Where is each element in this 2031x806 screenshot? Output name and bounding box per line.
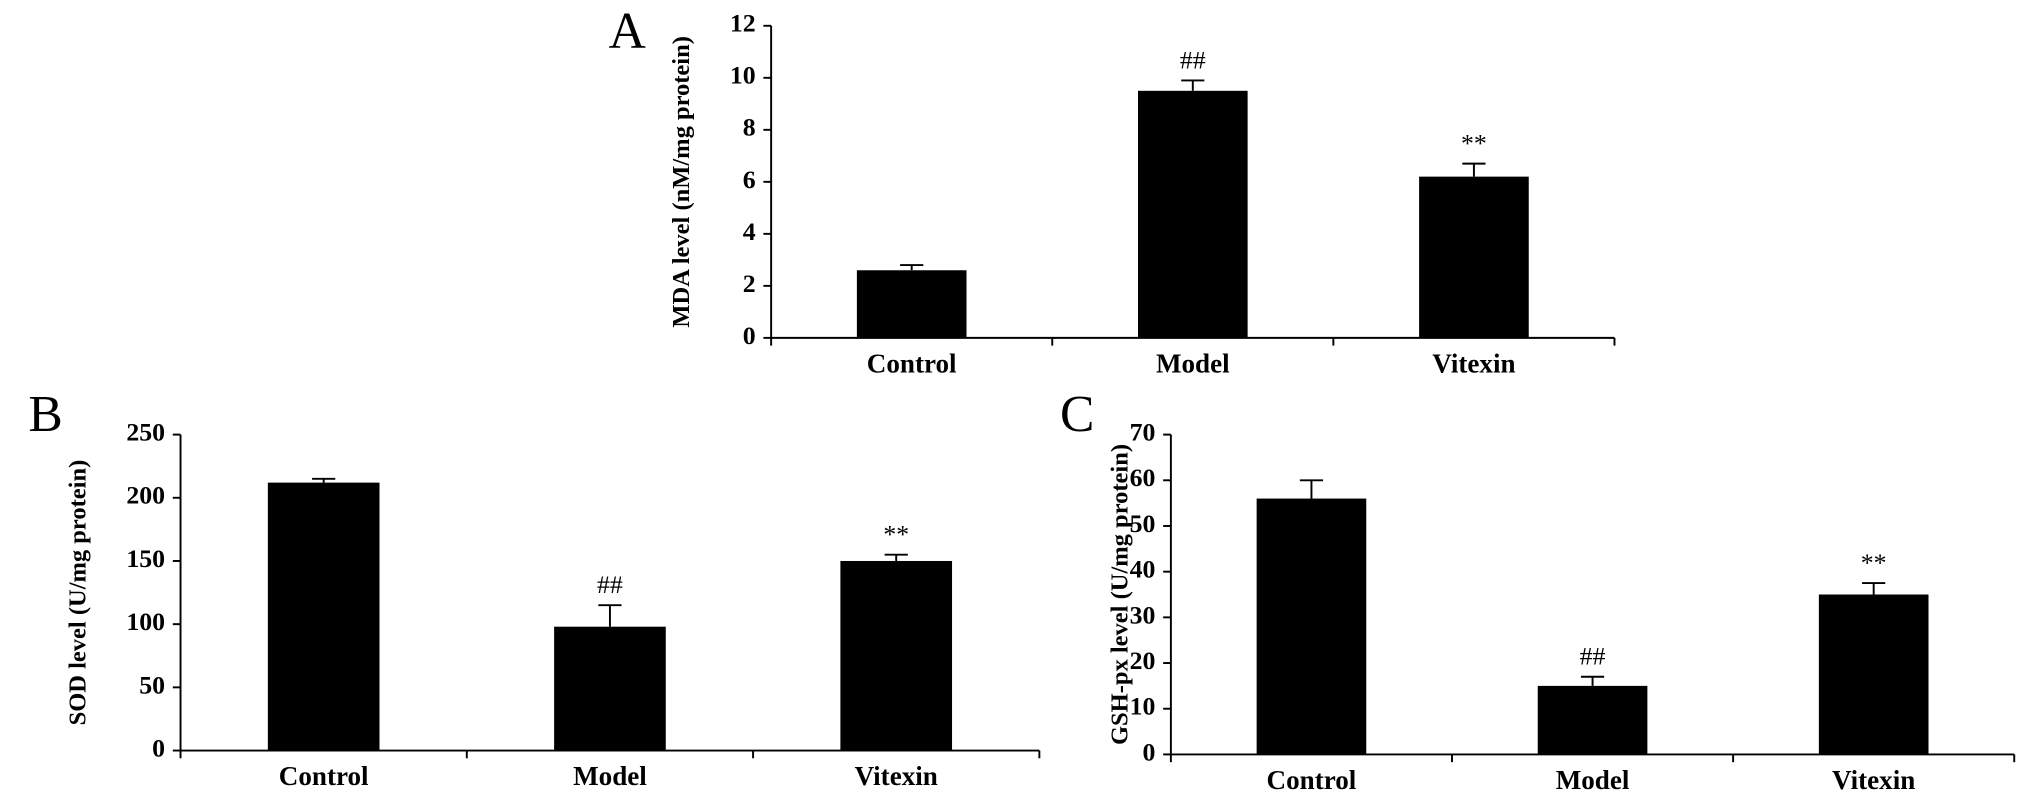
panel-label: B <box>28 386 62 443</box>
panel-label: C <box>1060 386 1094 443</box>
bar <box>1419 176 1529 338</box>
y-tick-label: 70 <box>1130 418 1156 447</box>
significance-label: ** <box>883 520 909 549</box>
y-tick-label: 0 <box>1143 737 1156 766</box>
x-tick-label: Model <box>1156 348 1230 378</box>
x-tick-label: Vitexin <box>855 761 938 791</box>
significance-label: ## <box>1180 45 1206 74</box>
y-tick-label: 150 <box>126 544 165 573</box>
y-tick-label: 60 <box>1130 463 1156 492</box>
x-tick-label: Control <box>279 761 369 791</box>
y-tick-label: 40 <box>1130 555 1156 584</box>
bar <box>554 626 666 751</box>
x-tick-label: Model <box>573 761 647 791</box>
y-axis-label: MDA level (nM/mg protein) <box>668 36 695 327</box>
y-tick-label: 10 <box>730 61 756 90</box>
bar <box>1537 685 1648 755</box>
y-tick-label: 100 <box>126 607 165 636</box>
x-tick-label: Control <box>867 348 957 378</box>
y-axis-label: SOD level (U/mg protein) <box>65 460 92 726</box>
y-tick-label: 50 <box>139 670 165 699</box>
bar <box>1137 90 1248 338</box>
y-tick-label: 10 <box>1130 692 1156 721</box>
y-tick-label: 8 <box>743 113 756 142</box>
bar <box>840 560 953 751</box>
bar <box>267 482 380 751</box>
y-tick-label: 4 <box>743 217 756 246</box>
y-tick-label: 0 <box>152 733 165 762</box>
y-tick-label: 50 <box>1130 509 1156 538</box>
x-tick-label: Vitexin <box>1832 765 1915 795</box>
y-tick-label: 250 <box>126 418 165 447</box>
bar <box>856 270 967 338</box>
x-tick-label: Vitexin <box>1432 348 1515 378</box>
y-tick-label: 2 <box>743 269 756 298</box>
significance-label: ** <box>1861 548 1887 577</box>
bar <box>1818 594 1929 755</box>
y-tick-label: 12 <box>730 9 756 38</box>
y-tick-label: 20 <box>1130 646 1156 675</box>
x-tick-label: Control <box>1267 765 1357 795</box>
significance-label: ## <box>597 570 623 599</box>
y-tick-label: 0 <box>743 321 756 350</box>
significance-label: ** <box>1461 128 1487 157</box>
y-tick-label: 6 <box>743 165 756 194</box>
x-tick-label: Model <box>1556 765 1630 795</box>
significance-label: ## <box>1580 642 1606 671</box>
panel-label: A <box>609 3 646 60</box>
bar <box>1256 498 1367 755</box>
y-axis-label: GSH-px level (U/mg protein) <box>1107 444 1134 745</box>
y-tick-label: 200 <box>126 481 165 510</box>
y-tick-label: 30 <box>1130 600 1156 629</box>
